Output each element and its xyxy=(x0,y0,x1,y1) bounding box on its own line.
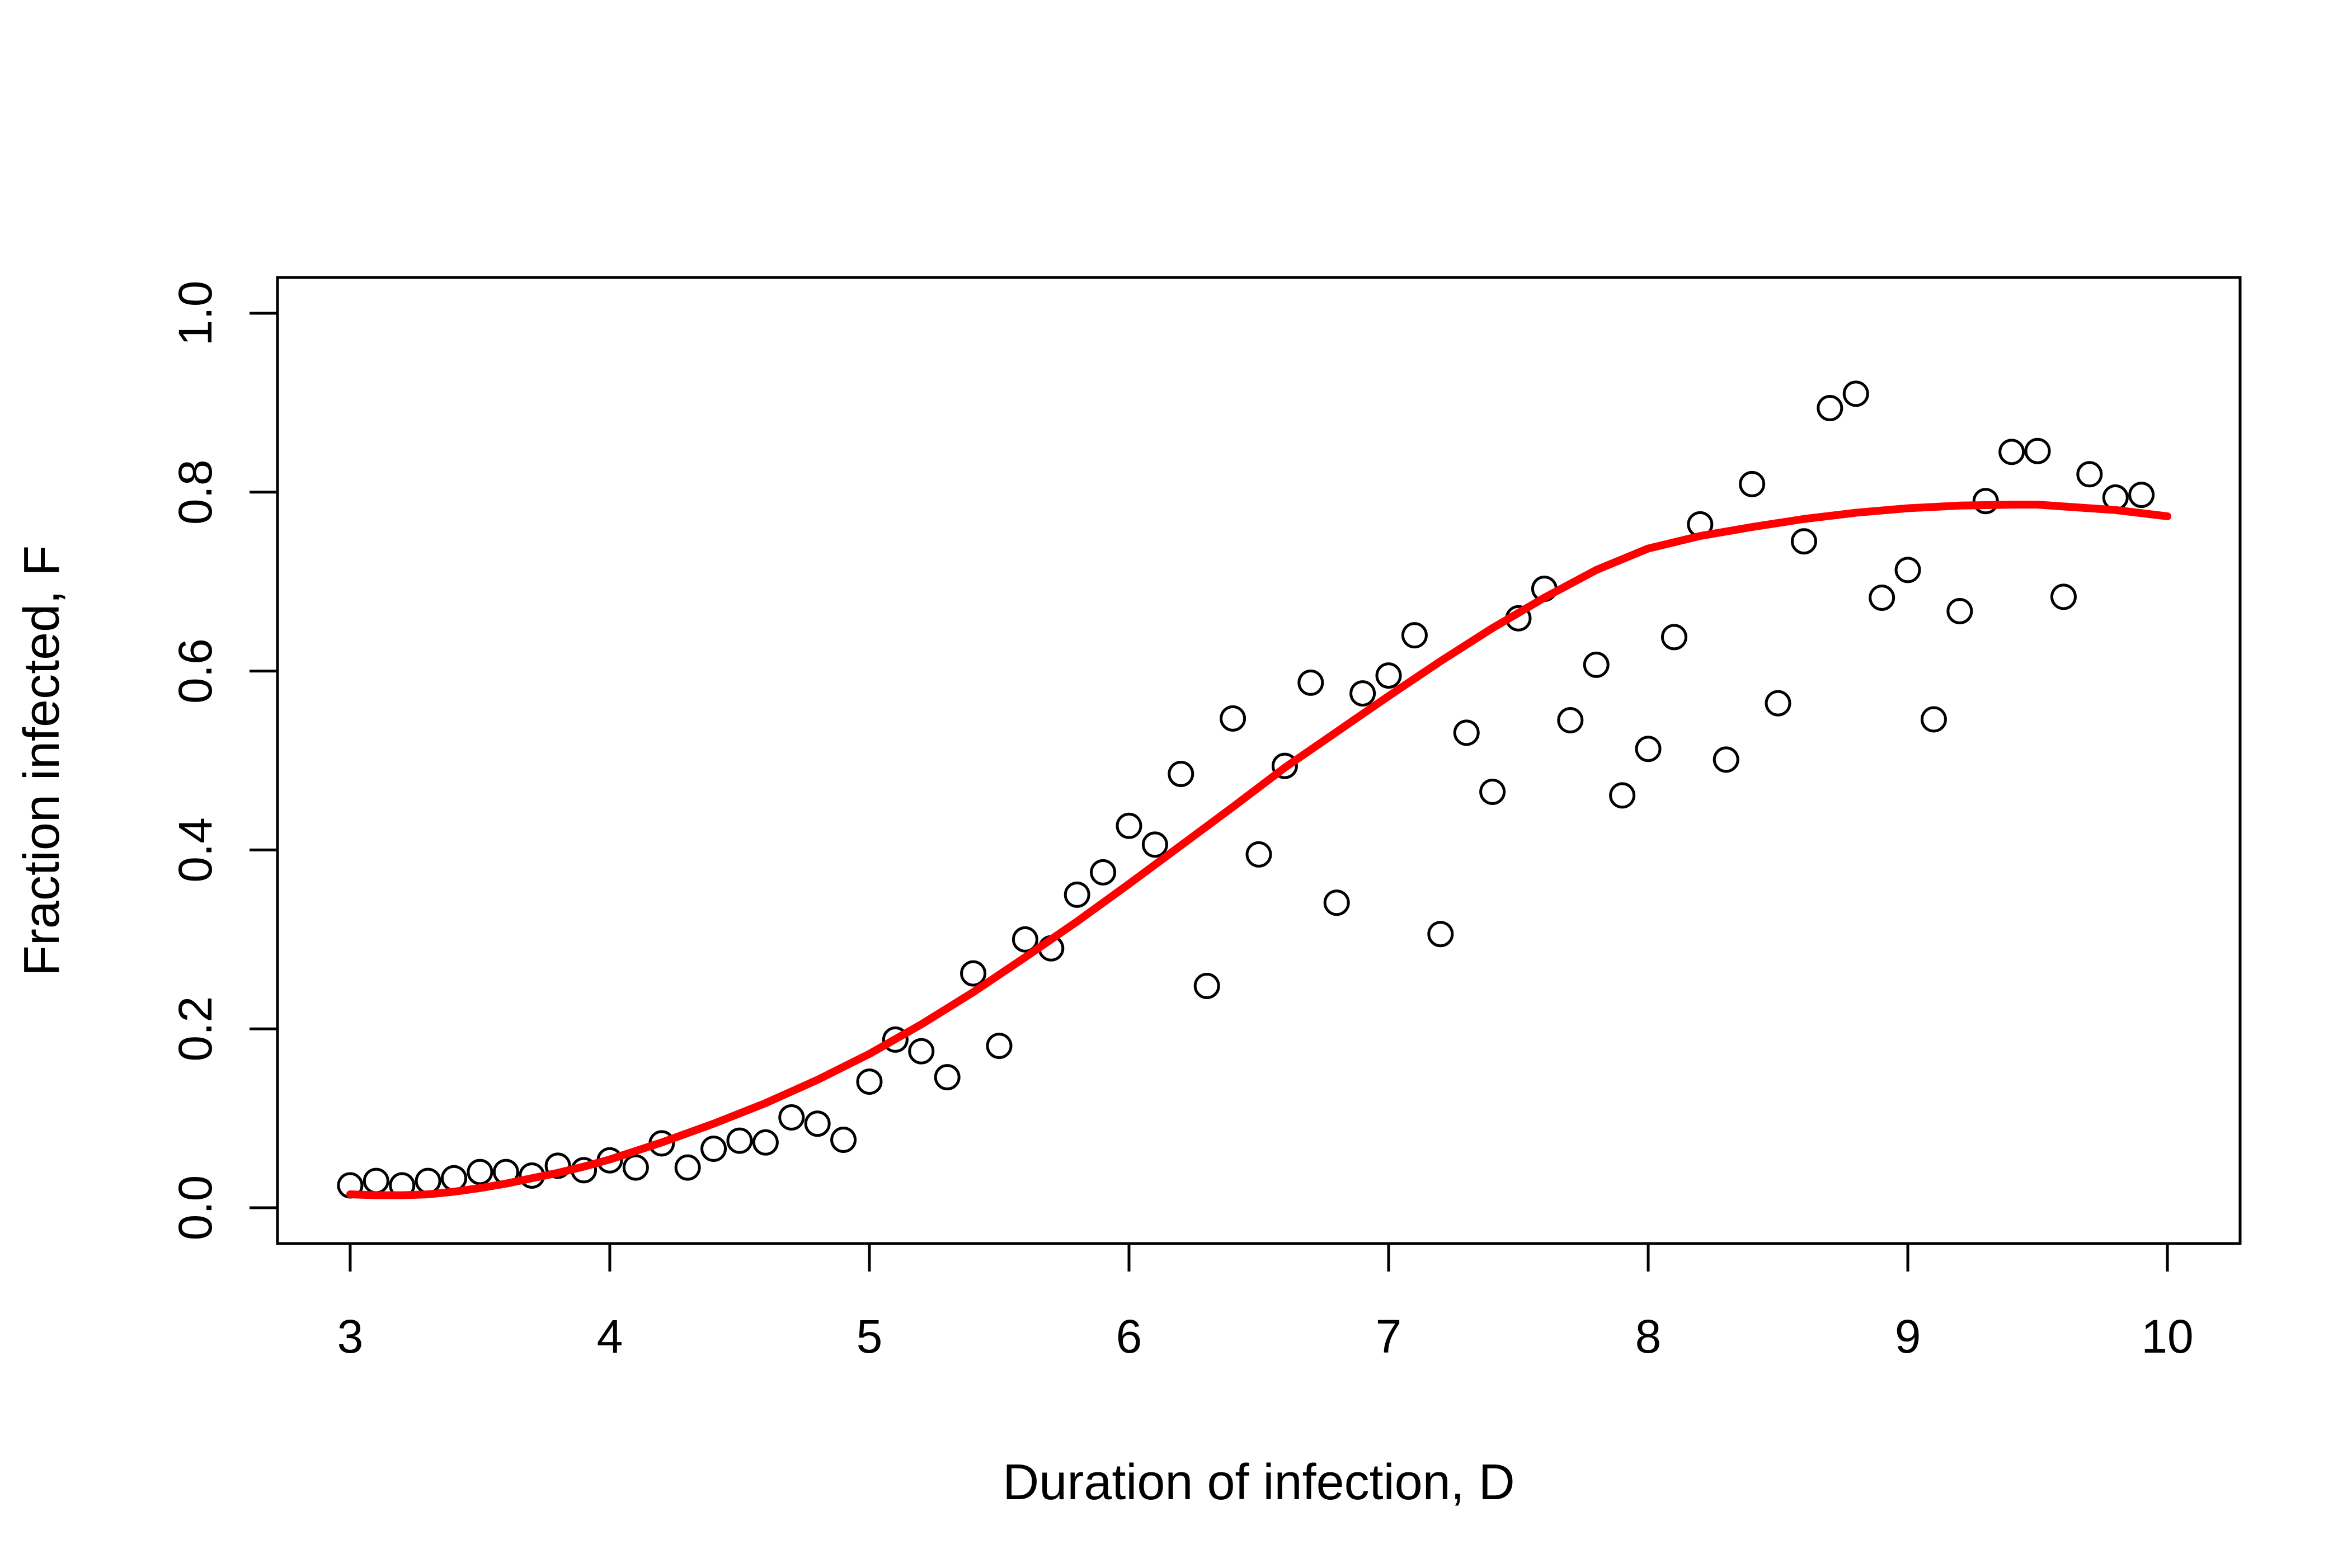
data-point xyxy=(986,1033,1013,1060)
y-tick-label: 0.2 xyxy=(169,996,222,1062)
data-point xyxy=(1842,380,1869,407)
data-point xyxy=(1453,719,1480,746)
x-axis-title: Duration of infection, D xyxy=(1003,1454,1514,1510)
data-point xyxy=(1193,972,1220,999)
x-tick-label: 7 xyxy=(1376,1310,1402,1363)
data-point xyxy=(856,1068,883,1095)
data-point xyxy=(674,1154,701,1181)
x-tick-label: 10 xyxy=(2141,1310,2193,1363)
fitted-curve-group xyxy=(346,501,2172,1199)
data-point xyxy=(363,1167,389,1194)
data-point xyxy=(1894,557,1921,583)
plot-frame xyxy=(276,276,2242,1245)
y-tick-label: 0.4 xyxy=(169,817,222,883)
data-point xyxy=(908,1038,935,1065)
data-point xyxy=(1920,706,1947,733)
data-point xyxy=(1427,921,1454,948)
data-point xyxy=(415,1167,441,1194)
x-axis: 3 4 5 6 7 8 9 10 xyxy=(337,1242,2194,1363)
x-tick-label: 9 xyxy=(1895,1310,1921,1363)
data-point xyxy=(1739,470,1766,497)
data-point xyxy=(1998,439,2025,465)
data-point xyxy=(1116,812,1142,839)
data-point xyxy=(1323,889,1350,916)
y-axis: 0.0 0.2 0.4 0.6 0.8 1.0 xyxy=(169,281,279,1241)
data-point xyxy=(1220,705,1246,732)
data-point xyxy=(1557,707,1584,734)
data-points xyxy=(337,380,2155,1199)
y-tick-label: 0.0 xyxy=(169,1175,222,1241)
x-tick-label: 4 xyxy=(597,1310,623,1363)
x-tick-label: 6 xyxy=(1116,1310,1142,1363)
data-point xyxy=(726,1127,753,1154)
data-point xyxy=(441,1165,468,1192)
data-point xyxy=(960,960,987,987)
x-tick-label: 8 xyxy=(1635,1310,1662,1363)
data-point xyxy=(1946,597,1973,624)
data-point xyxy=(1012,926,1038,953)
data-point xyxy=(1401,622,1428,649)
data-point xyxy=(1713,746,1739,773)
data-point xyxy=(1271,752,1298,779)
data-point xyxy=(1245,841,1272,868)
y-tick-label: 0.6 xyxy=(169,638,222,704)
data-point xyxy=(804,1110,831,1137)
data-point xyxy=(1635,736,1662,762)
data-point xyxy=(1869,584,1895,611)
data-point xyxy=(1479,778,1506,805)
x-tick-label: 3 xyxy=(337,1310,364,1363)
data-point xyxy=(1297,669,1324,696)
data-point xyxy=(544,1152,571,1179)
data-point xyxy=(1349,680,1376,707)
data-point xyxy=(2024,437,2051,464)
y-axis-title: Fraction infected, F xyxy=(14,545,70,976)
data-point xyxy=(1660,624,1687,651)
x-tick-label: 5 xyxy=(857,1310,883,1363)
data-point xyxy=(1765,690,1791,717)
data-point xyxy=(830,1127,857,1153)
data-point xyxy=(467,1159,493,1185)
data-point xyxy=(1375,662,1402,689)
data-point xyxy=(1790,528,1817,555)
data-point xyxy=(1090,859,1117,886)
y-tick-label: 1.0 xyxy=(169,281,222,346)
data-point xyxy=(778,1104,805,1131)
data-point xyxy=(622,1154,649,1181)
data-point xyxy=(1609,782,1636,809)
data-point xyxy=(1583,651,1610,678)
data-point xyxy=(1141,831,1168,858)
data-point xyxy=(1064,881,1090,908)
data-point xyxy=(882,1026,909,1053)
data-point xyxy=(2128,482,2155,508)
data-point xyxy=(2050,583,2077,610)
data-point xyxy=(752,1129,779,1156)
data-point xyxy=(700,1135,727,1162)
data-point xyxy=(1168,760,1194,787)
y-tick-label: 0.8 xyxy=(169,459,222,525)
fit-curve xyxy=(346,501,2172,1199)
data-point xyxy=(1817,394,1843,421)
data-point xyxy=(934,1064,961,1091)
data-point xyxy=(2076,461,2103,488)
